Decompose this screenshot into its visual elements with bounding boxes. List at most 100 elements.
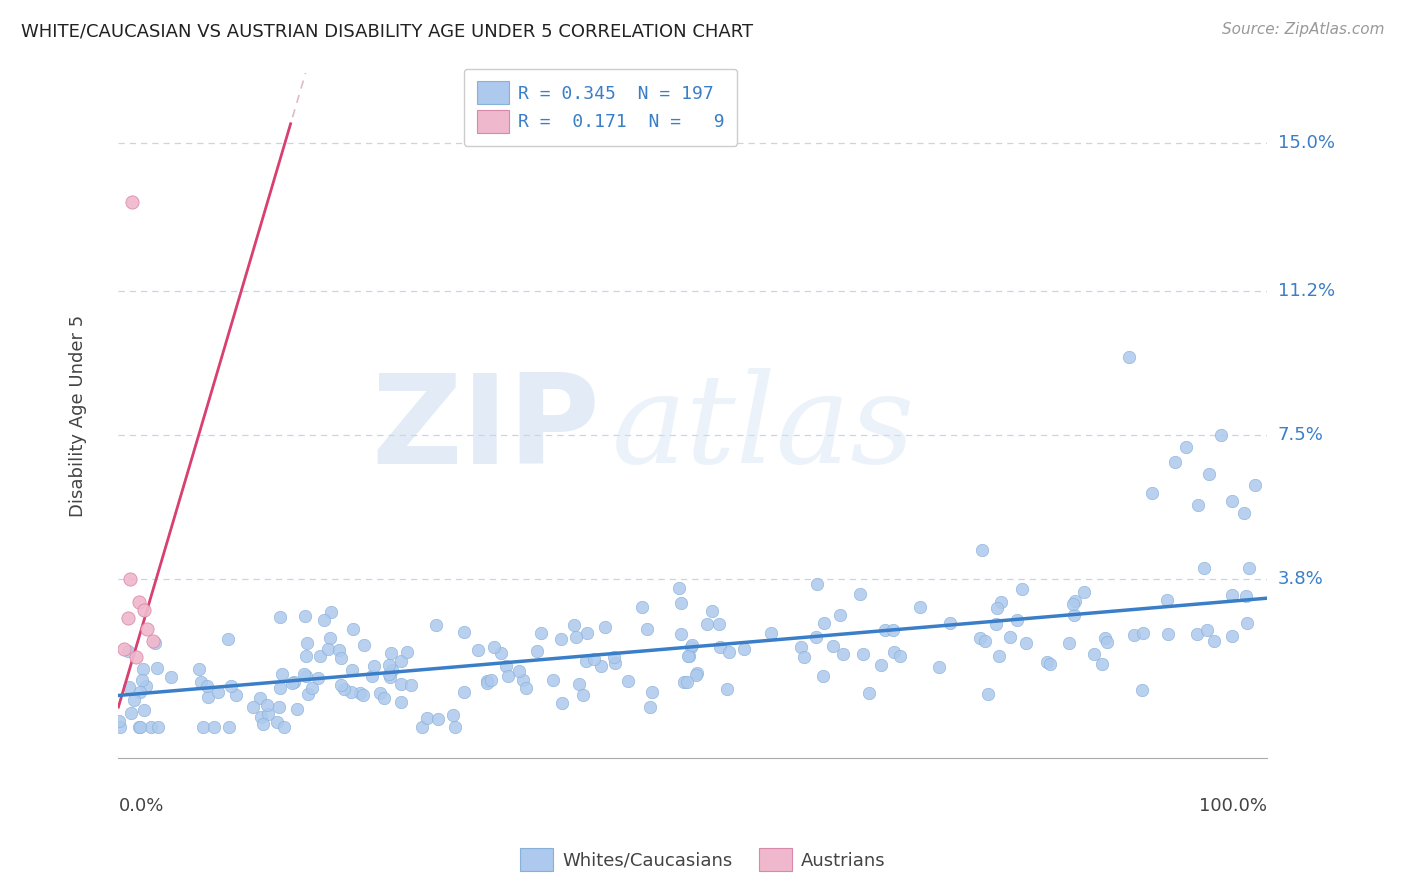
Point — [307, 671, 329, 685]
Point — [389, 654, 412, 668]
Point — [685, 665, 707, 680]
Point — [285, 702, 308, 716]
Point — [187, 662, 209, 676]
Point — [685, 668, 707, 682]
Point — [124, 649, 146, 664]
Text: 15.0%: 15.0% — [1278, 134, 1334, 153]
Point — [1156, 593, 1178, 607]
Point — [142, 634, 165, 648]
Point — [218, 720, 240, 734]
Point — [972, 543, 994, 558]
Point — [1187, 498, 1209, 512]
Point — [373, 691, 395, 706]
Point — [1198, 467, 1220, 481]
Point — [908, 599, 931, 614]
Point — [207, 685, 229, 699]
Point — [1163, 455, 1185, 469]
Point — [242, 699, 264, 714]
Point — [120, 706, 142, 720]
Point — [294, 609, 316, 624]
Point — [638, 700, 661, 714]
Point — [352, 688, 374, 702]
Point — [928, 660, 950, 674]
Point — [571, 688, 593, 702]
Point — [1237, 561, 1260, 575]
Point — [467, 642, 489, 657]
Point — [605, 656, 627, 670]
Point — [1036, 656, 1059, 670]
Point — [112, 641, 135, 656]
Point — [793, 649, 815, 664]
Point — [495, 659, 517, 673]
Point — [107, 714, 129, 728]
Point — [1122, 628, 1144, 642]
Point — [1094, 631, 1116, 645]
Point — [309, 649, 332, 664]
Point — [1244, 478, 1267, 492]
Point — [1220, 588, 1243, 602]
Point — [292, 667, 315, 681]
Point — [132, 603, 155, 617]
Point — [1140, 486, 1163, 500]
Point — [849, 587, 872, 601]
Point — [1062, 597, 1084, 611]
Point — [832, 647, 855, 661]
Point — [427, 712, 450, 726]
Point — [515, 681, 537, 696]
Point — [593, 619, 616, 633]
Text: WHITE/CAUCASIAN VS AUSTRIAN DISABILITY AGE UNDER 5 CORRELATION CHART: WHITE/CAUCASIAN VS AUSTRIAN DISABILITY A… — [21, 22, 754, 40]
Point — [1192, 561, 1215, 575]
Point — [681, 640, 703, 654]
Point — [108, 720, 131, 734]
Point — [550, 632, 572, 646]
Point — [159, 670, 181, 684]
Point — [1073, 585, 1095, 599]
Point — [631, 600, 654, 615]
Point — [990, 595, 1012, 609]
Point — [269, 610, 291, 624]
Point — [669, 596, 692, 610]
Point — [969, 632, 991, 646]
Point — [319, 632, 342, 646]
Point — [883, 645, 905, 659]
Point — [709, 640, 731, 655]
Point — [1220, 629, 1243, 643]
Point — [707, 617, 730, 632]
Point — [269, 681, 291, 695]
Point — [312, 613, 335, 627]
Point — [128, 720, 150, 734]
Point — [1011, 582, 1033, 596]
Point — [986, 601, 1008, 615]
Point — [1195, 623, 1218, 637]
Point — [316, 641, 339, 656]
Text: 0.0%: 0.0% — [118, 797, 163, 814]
Point — [396, 645, 419, 659]
Point — [118, 572, 141, 586]
Point — [118, 681, 141, 695]
Point — [360, 669, 382, 683]
Point — [1220, 494, 1243, 508]
Point — [295, 649, 318, 664]
Point — [589, 659, 612, 673]
Point — [821, 639, 844, 653]
Point — [565, 630, 588, 644]
Point — [378, 658, 401, 673]
Point — [391, 676, 413, 690]
Point — [363, 658, 385, 673]
Point — [479, 673, 502, 687]
Point — [321, 605, 343, 619]
Point — [806, 577, 828, 591]
Point — [381, 664, 404, 678]
Point — [146, 661, 169, 675]
Point — [441, 707, 464, 722]
Point — [332, 682, 354, 697]
Text: atlas: atlas — [612, 368, 915, 490]
Point — [197, 690, 219, 705]
Point — [1132, 626, 1154, 640]
Point — [425, 618, 447, 632]
Legend: R = 0.345  N = 197, R =  0.171  N =   9: R = 0.345 N = 197, R = 0.171 N = 9 — [464, 69, 737, 145]
Point — [146, 720, 169, 734]
Point — [988, 649, 1011, 664]
Point — [616, 673, 638, 688]
Point — [718, 645, 741, 659]
